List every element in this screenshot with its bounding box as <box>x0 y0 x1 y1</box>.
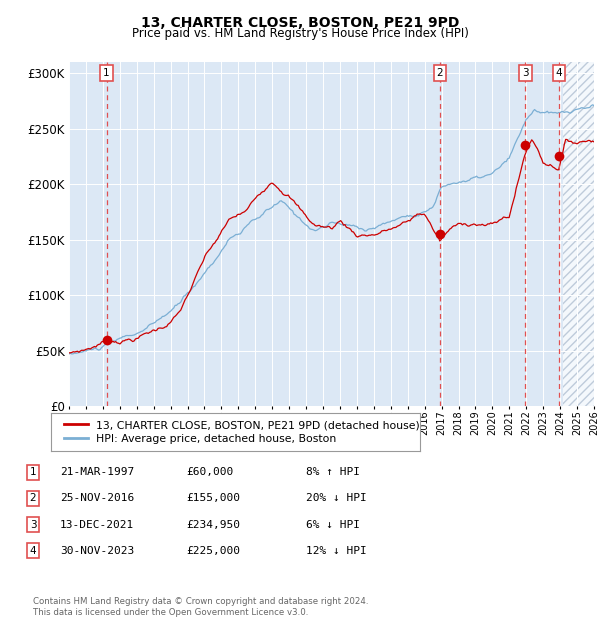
Text: 6% ↓ HPI: 6% ↓ HPI <box>306 520 360 529</box>
Text: 4: 4 <box>556 68 562 78</box>
Text: £60,000: £60,000 <box>186 467 233 477</box>
Text: 2: 2 <box>29 494 37 503</box>
Text: £234,950: £234,950 <box>186 520 240 529</box>
Text: 13, CHARTER CLOSE, BOSTON, PE21 9PD: 13, CHARTER CLOSE, BOSTON, PE21 9PD <box>141 16 459 30</box>
Text: 30-NOV-2023: 30-NOV-2023 <box>60 546 134 556</box>
Bar <box>563 62 594 406</box>
Bar <box>563 62 594 406</box>
Text: 1: 1 <box>103 68 110 78</box>
Text: 13-DEC-2021: 13-DEC-2021 <box>60 520 134 529</box>
Text: 3: 3 <box>29 520 37 529</box>
Text: 4: 4 <box>29 546 37 556</box>
Text: 2: 2 <box>437 68 443 78</box>
Text: £225,000: £225,000 <box>186 546 240 556</box>
Text: 1: 1 <box>29 467 37 477</box>
Legend: 13, CHARTER CLOSE, BOSTON, PE21 9PD (detached house), HPI: Average price, detach: 13, CHARTER CLOSE, BOSTON, PE21 9PD (det… <box>60 416 424 448</box>
Text: 3: 3 <box>522 68 529 78</box>
Text: 21-MAR-1997: 21-MAR-1997 <box>60 467 134 477</box>
Text: Price paid vs. HM Land Registry's House Price Index (HPI): Price paid vs. HM Land Registry's House … <box>131 27 469 40</box>
Text: 12% ↓ HPI: 12% ↓ HPI <box>306 546 367 556</box>
Text: £155,000: £155,000 <box>186 494 240 503</box>
Text: 20% ↓ HPI: 20% ↓ HPI <box>306 494 367 503</box>
Text: Contains HM Land Registry data © Crown copyright and database right 2024.
This d: Contains HM Land Registry data © Crown c… <box>33 598 368 617</box>
Text: 25-NOV-2016: 25-NOV-2016 <box>60 494 134 503</box>
Text: 8% ↑ HPI: 8% ↑ HPI <box>306 467 360 477</box>
